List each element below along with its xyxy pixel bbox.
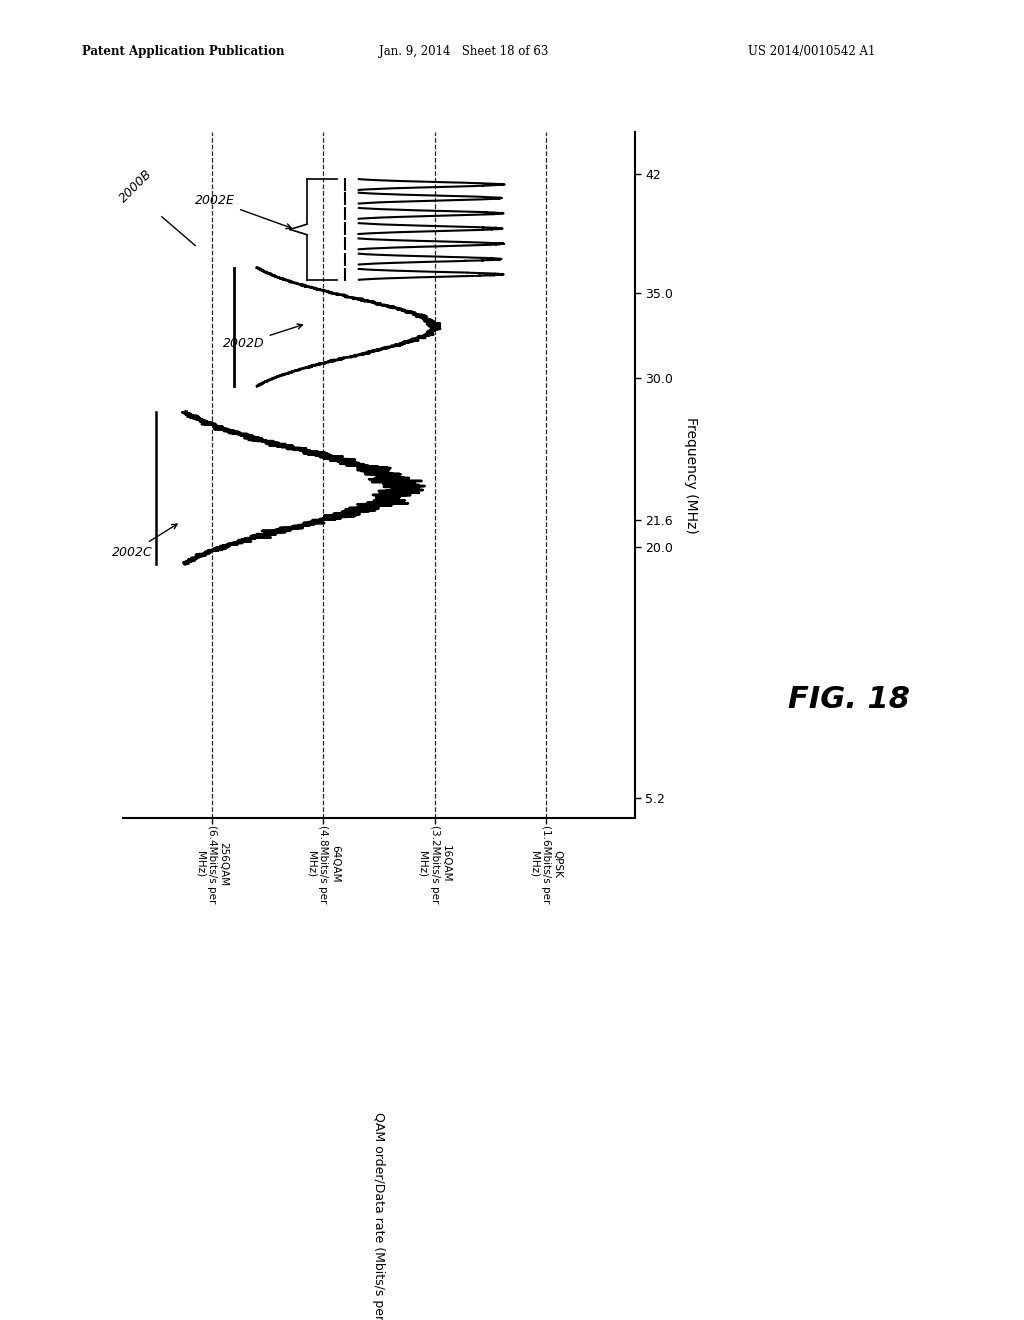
Text: 16QAM
(3.2Mbits/s per
MHz): 16QAM (3.2Mbits/s per MHz) (418, 825, 452, 903)
Text: FIG. 18: FIG. 18 (788, 685, 910, 714)
Text: 64QAM
(4.8Mbits/s per
MHz): 64QAM (4.8Mbits/s per MHz) (306, 825, 340, 903)
Text: 2002C: 2002C (112, 524, 177, 558)
Text: 256QAM
(6.4Mbits/s per
MHz): 256QAM (6.4Mbits/s per MHz) (196, 825, 228, 903)
Text: QPSK
(1.6Mbits/s per
MHz): QPSK (1.6Mbits/s per MHz) (529, 825, 562, 903)
Text: 2002E: 2002E (196, 194, 292, 228)
Text: US 2014/0010542 A1: US 2014/0010542 A1 (748, 45, 874, 58)
Text: Patent Application Publication: Patent Application Publication (82, 45, 285, 58)
Text: QAM order/Data rate (Mbits/s per MHz): QAM order/Data rate (Mbits/s per MHz) (373, 1113, 385, 1320)
Text: 2000B: 2000B (118, 166, 156, 205)
Text: 2002D: 2002D (223, 323, 302, 350)
Y-axis label: Frequency (MHz): Frequency (MHz) (684, 417, 698, 533)
Text: Jan. 9, 2014   Sheet 18 of 63: Jan. 9, 2014 Sheet 18 of 63 (379, 45, 548, 58)
